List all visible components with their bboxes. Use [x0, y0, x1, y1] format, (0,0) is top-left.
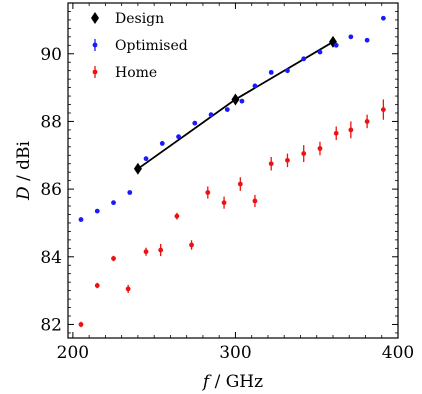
- legend: Design Optimised Home: [91, 11, 188, 81]
- data-point-optimised: [239, 98, 245, 104]
- legend-label-optimised: Optimised: [115, 38, 188, 54]
- plot-layer: [78, 15, 386, 328]
- legend-item-optimised: Optimised: [92, 38, 188, 54]
- data-point-home: [111, 256, 116, 261]
- y-axis-title: D / dBi: [14, 140, 34, 201]
- data-point-optimised: [348, 34, 354, 40]
- x-axis-variable: f: [201, 372, 212, 392]
- data-point-home: [94, 283, 100, 288]
- data-point-optimised: [176, 134, 181, 140]
- x-tick-label: 400: [382, 343, 414, 363]
- legend-label-home: Home: [115, 65, 157, 81]
- data-point-optimised: [252, 83, 258, 89]
- data-point-optimised: [192, 120, 198, 126]
- legend-marker-optimised: [92, 42, 98, 48]
- data-point-optimised: [317, 49, 323, 55]
- data-point-home: [268, 161, 274, 167]
- legend-item-design: Design: [91, 11, 164, 27]
- data-point-home: [317, 146, 323, 151]
- data-point-optimised: [94, 208, 100, 214]
- x-tick-label: 200: [57, 343, 89, 363]
- legend-item-home: Home: [92, 65, 157, 81]
- data-point-home: [237, 181, 243, 187]
- data-point-home: [189, 242, 194, 248]
- data-point-home: [125, 286, 131, 292]
- data-point-optimised: [159, 141, 165, 146]
- plot-frame: [67, 2, 399, 339]
- data-point-optimised: [143, 156, 149, 162]
- data-point-optimised: [285, 68, 290, 74]
- data-point-home: [143, 249, 149, 255]
- data-point-optimised: [224, 107, 230, 112]
- data-point-optimised: [268, 69, 274, 75]
- data-point-optimised: [208, 112, 214, 118]
- data-point-home: [285, 157, 290, 163]
- legend-marker-home: [92, 69, 98, 75]
- data-point-home: [348, 127, 354, 133]
- y-tick-label: 82: [40, 315, 62, 335]
- data-point-home: [380, 107, 386, 112]
- y-tick-label: 88: [40, 112, 62, 132]
- y-tick-label: 86: [40, 180, 62, 200]
- data-point-optimised: [127, 190, 133, 195]
- x-axis-unit: / GHz: [209, 372, 263, 392]
- data-point-home: [364, 119, 370, 124]
- data-point-optimised: [333, 42, 339, 48]
- data-point-home: [78, 322, 84, 327]
- data-point-home: [174, 213, 180, 219]
- legend-marker-design: [91, 12, 99, 24]
- data-point-optimised: [111, 200, 116, 206]
- data-point-home: [221, 200, 227, 206]
- data-point-design: [133, 162, 142, 175]
- data-point-home: [252, 198, 258, 204]
- data-point-optimised: [364, 37, 370, 43]
- data-point-design: [231, 93, 240, 106]
- y-tick-label: 84: [40, 248, 62, 268]
- data-point-home: [205, 190, 211, 195]
- data-point-optimised: [78, 217, 84, 222]
- ticks-layer: 200 300 400 82 84 86 88 90: [40, 3, 414, 363]
- legend-label-design: Design: [115, 11, 164, 27]
- data-point-optimised: [301, 56, 307, 62]
- data-point-optimised: [380, 15, 386, 21]
- data-point-home: [301, 151, 307, 156]
- x-axis-title: f / GHz: [201, 372, 263, 392]
- y-axis-unit: / dBi: [14, 140, 34, 186]
- y-axis-variable: D: [14, 186, 34, 201]
- y-tick-label: 90: [40, 45, 62, 65]
- data-point-home: [158, 247, 164, 253]
- x-tick-label: 300: [219, 343, 251, 363]
- data-point-home: [333, 130, 339, 136]
